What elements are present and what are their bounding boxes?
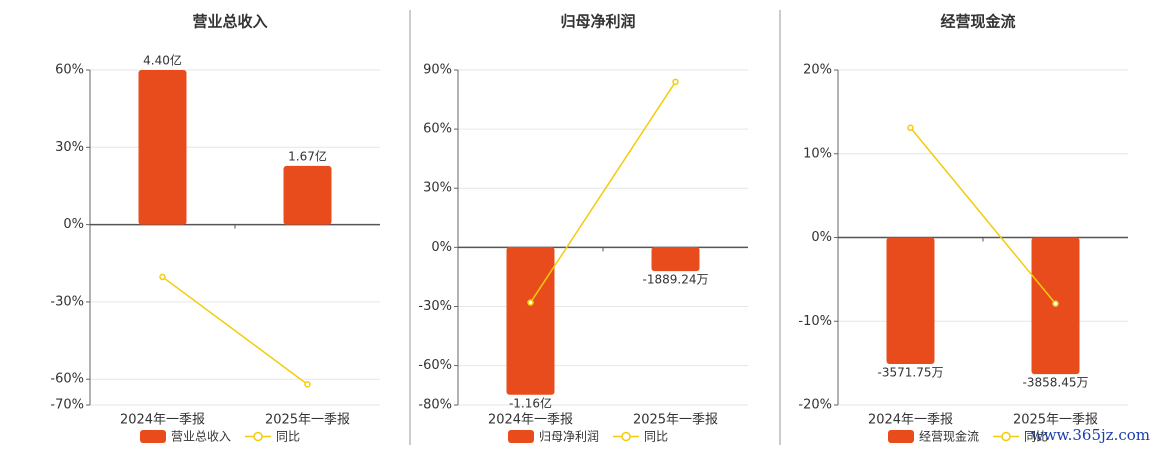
legend-label: 同比 <box>1024 430 1048 444</box>
line-point <box>672 78 679 86</box>
y-tick-label: -30% <box>418 299 452 314</box>
value-label: -3571.75万 <box>878 365 944 379</box>
bar <box>886 237 935 364</box>
y-tick-label: 20% <box>803 63 832 78</box>
line-point <box>304 381 311 388</box>
y-tick-label: 30% <box>55 140 84 155</box>
y-tick-label: 90% <box>423 63 452 78</box>
y-tick-label: -60% <box>50 372 84 387</box>
y-tick-label: 60% <box>423 122 452 137</box>
legend-swatch <box>253 431 263 442</box>
legend-label: 经营现金流 <box>919 429 979 444</box>
x-tick-label: 2025年一季报 <box>633 413 718 428</box>
x-tick-label: 2024年一季报 <box>488 413 573 428</box>
legend-swatch <box>508 430 534 443</box>
bar <box>506 247 555 395</box>
value-label: -1.16亿 <box>509 395 552 410</box>
line-point <box>1052 300 1059 307</box>
line-point <box>907 124 914 132</box>
legend-label: 归母净利润 <box>539 430 599 444</box>
y-tick-label: -10% <box>798 314 832 329</box>
legend-swatch <box>888 430 914 443</box>
chart-title: 归母净利润 <box>560 13 635 31</box>
value-label: -3858.45万 <box>1023 376 1089 390</box>
line-point <box>527 299 534 306</box>
y-tick-label: -70% <box>50 398 84 413</box>
y-tick-label: 30% <box>423 181 452 196</box>
bar <box>138 70 187 225</box>
legend-swatch <box>621 431 631 442</box>
chart-title: 经营现金流 <box>940 13 1015 31</box>
y-tick-label: 10% <box>803 146 832 161</box>
x-tick-label: 2025年一季报 <box>265 413 350 428</box>
legend-label: 同比 <box>276 430 300 444</box>
legend-swatch <box>1001 431 1011 442</box>
y-tick-label: 60% <box>55 63 84 78</box>
line <box>909 127 1057 305</box>
y-tick-label: 0% <box>811 230 832 245</box>
y-tick-label: 0% <box>63 217 84 232</box>
y-tick-label: -30% <box>50 294 84 309</box>
watermark: www.365jz.com <box>1031 426 1150 444</box>
y-tick-label: 0% <box>431 240 452 255</box>
legend-swatch <box>140 430 166 443</box>
x-tick-label: 2024年一季报 <box>120 413 205 428</box>
value-label: 1.67亿 <box>288 148 327 163</box>
y-tick-label: -80% <box>418 398 452 413</box>
x-tick-label: 2025年一季报 <box>1013 413 1098 428</box>
value-label: 4.40亿 <box>143 53 182 68</box>
line <box>529 81 677 303</box>
y-tick-label: -60% <box>418 358 452 373</box>
legend-label: 同比 <box>644 430 668 444</box>
y-tick-label: -20% <box>798 398 832 413</box>
chart-title: 营业总收入 <box>192 13 267 31</box>
x-tick-label: 2024年一季报 <box>868 413 953 428</box>
line <box>162 276 308 385</box>
line-point <box>159 273 166 281</box>
bar <box>651 247 700 272</box>
value-label: -1889.24万 <box>643 273 709 287</box>
legend-label: 营业总收入 <box>171 430 231 444</box>
bar <box>283 165 332 225</box>
